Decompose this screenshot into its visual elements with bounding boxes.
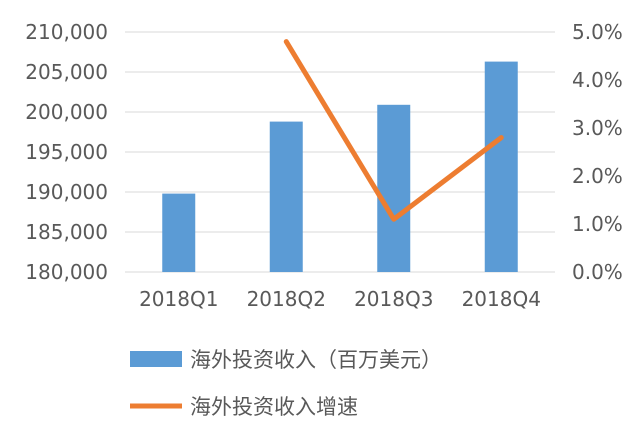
right-axis-tick-label: 2.0% [572, 164, 623, 188]
line-series [283, 39, 504, 222]
bar-series [162, 61, 518, 272]
left-axis-ticks: 180,000 185,000 190,000 195,000 200,000 205,0… [25, 20, 108, 284]
legend: 海外投资收入（百万美元） 海外投资收入增速 [130, 348, 442, 419]
legend-label: 海外投资收入增速 [190, 395, 358, 419]
gridlines [125, 31, 555, 273]
bar [377, 104, 411, 272]
left-axis-tick-label: 190,000 [25, 180, 108, 204]
right-axis-ticks: 0.0% 1.0% 2.0% 3.0% 4.0% 5.0% [572, 20, 623, 284]
x-axis-tick-label: 2018Q4 [462, 287, 541, 311]
legend-label: 海外投资收入（百万美元） [190, 348, 442, 372]
bar [484, 61, 518, 272]
left-axis-tick-label: 195,000 [25, 140, 108, 164]
x-axis-tick-label: 2018Q1 [139, 287, 218, 311]
left-axis-tick-label: 205,000 [25, 60, 108, 84]
left-axis-tick-label: 210,000 [25, 20, 108, 44]
x-axis-tick-label: 2018Q2 [247, 287, 326, 311]
left-axis-tick-label: 185,000 [25, 220, 108, 244]
right-axis-tick-label: 1.0% [572, 212, 623, 236]
right-axis-tick-label: 3.0% [572, 116, 623, 140]
left-axis-tick-label: 200,000 [25, 100, 108, 124]
bar [269, 121, 303, 272]
right-axis-tick-label: 5.0% [572, 20, 623, 44]
x-axis-tick-label: 2018Q3 [354, 287, 433, 311]
x-axis-ticks: 2018Q1 2018Q2 2018Q3 2018Q4 [139, 287, 541, 311]
right-axis-tick-label: 0.0% [572, 260, 623, 284]
right-axis-tick-label: 4.0% [572, 68, 623, 92]
bar [162, 193, 196, 272]
legend-swatch-bar [130, 351, 182, 367]
left-axis-tick-label: 180,000 [25, 260, 108, 284]
